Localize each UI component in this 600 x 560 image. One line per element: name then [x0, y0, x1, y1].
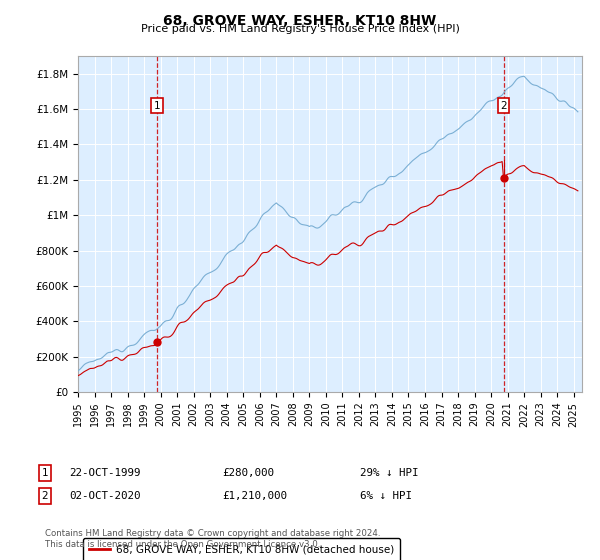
Text: 6% ↓ HPI: 6% ↓ HPI: [360, 491, 412, 501]
Text: 2: 2: [500, 100, 507, 110]
Text: 1: 1: [154, 100, 161, 110]
Text: 2: 2: [41, 491, 49, 501]
Text: £1,210,000: £1,210,000: [222, 491, 287, 501]
Text: 68, GROVE WAY, ESHER, KT10 8HW: 68, GROVE WAY, ESHER, KT10 8HW: [163, 14, 437, 28]
Text: Contains HM Land Registry data © Crown copyright and database right 2024.
This d: Contains HM Land Registry data © Crown c…: [45, 529, 380, 549]
Text: £280,000: £280,000: [222, 468, 274, 478]
Text: 1: 1: [41, 468, 49, 478]
Text: 29% ↓ HPI: 29% ↓ HPI: [360, 468, 419, 478]
Text: 22-OCT-1999: 22-OCT-1999: [69, 468, 140, 478]
Text: 02-OCT-2020: 02-OCT-2020: [69, 491, 140, 501]
Legend: 68, GROVE WAY, ESHER, KT10 8HW (detached house), HPI: Average price, detached ho: 68, GROVE WAY, ESHER, KT10 8HW (detached…: [83, 538, 400, 560]
Text: Price paid vs. HM Land Registry's House Price Index (HPI): Price paid vs. HM Land Registry's House …: [140, 24, 460, 34]
